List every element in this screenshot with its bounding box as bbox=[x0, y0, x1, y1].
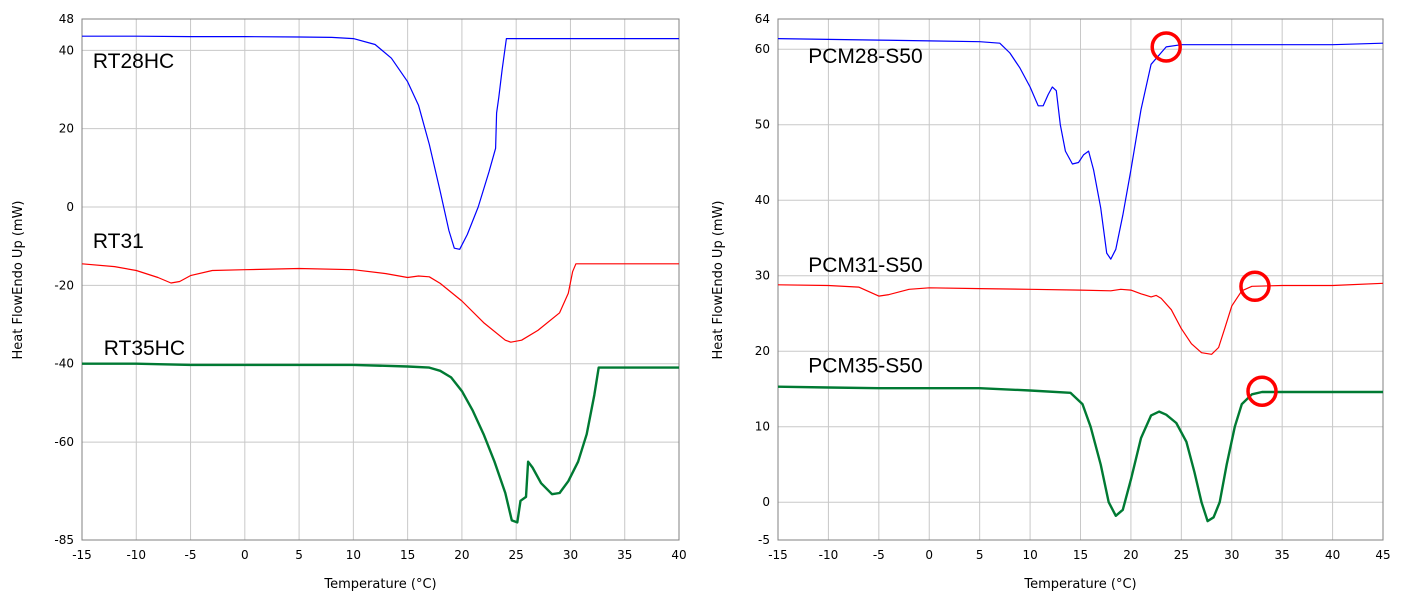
y-tick-label: 10 bbox=[755, 420, 770, 434]
y-tick-label: -5 bbox=[758, 533, 770, 547]
x-tick-label: -15 bbox=[72, 548, 92, 562]
plot-frame bbox=[81, 18, 680, 541]
x-tick-label: 10 bbox=[1022, 548, 1037, 562]
x-tick-label: 15 bbox=[1073, 548, 1088, 562]
x-tick-label: -10 bbox=[819, 548, 839, 562]
series-line-rt28hc bbox=[82, 35, 679, 250]
series-label-rt35hc: RT35HC bbox=[104, 337, 185, 360]
y-tick-label: 20 bbox=[59, 122, 74, 136]
x-tick-label: 5 bbox=[295, 548, 303, 562]
y-tick-label: -85 bbox=[54, 533, 74, 547]
y-tick-label: 20 bbox=[755, 344, 770, 358]
y-tick-label: 40 bbox=[755, 193, 770, 207]
x-tick-label: 25 bbox=[1174, 548, 1189, 562]
series-line-rt31 bbox=[81, 263, 679, 343]
x-tick-label: 20 bbox=[454, 548, 469, 562]
x-tick-label: 0 bbox=[241, 548, 249, 562]
x-tick-label: 10 bbox=[346, 548, 361, 562]
annotation-circle bbox=[1150, 31, 1182, 63]
chart-1: -15 -10 -5 0 5 10 15 20 25 30 35 40 48 40 20 0 -20 -40 -60… bbox=[11, 12, 687, 592]
series-label-rt31: RT31 bbox=[93, 230, 144, 253]
y-tick-label: -60 bbox=[54, 435, 74, 449]
x-tick-label: -5 bbox=[185, 548, 197, 562]
series-line-rt35hc bbox=[82, 362, 679, 524]
x-tick-label: 0 bbox=[925, 548, 933, 562]
x-axis-title: Temperature (°C) bbox=[1023, 577, 1136, 592]
series-line-pcm35-s50 bbox=[777, 385, 1383, 523]
plot-frame bbox=[777, 18, 1384, 541]
series-label-pcm31-s50: PCM31-S50 bbox=[808, 254, 922, 277]
series-line-pcm31-s50 bbox=[777, 282, 1384, 355]
x-tick-label: 20 bbox=[1123, 548, 1138, 562]
x-tick-label: 15 bbox=[400, 548, 415, 562]
x-tick-label: 40 bbox=[1325, 548, 1340, 562]
y-tick-label: 50 bbox=[755, 118, 770, 132]
y-tick-label: -20 bbox=[54, 278, 74, 292]
y-tick-label: 48 bbox=[59, 12, 74, 26]
y-tick-label: 0 bbox=[762, 495, 770, 509]
x-tick-label: -5 bbox=[873, 548, 885, 562]
y-tick-label: 40 bbox=[59, 43, 74, 57]
y-tick-label: 64 bbox=[755, 12, 770, 26]
x-tick-label: -15 bbox=[768, 548, 788, 562]
x-tick-label: 35 bbox=[617, 548, 632, 562]
chart-2: -15 -10 -5 0 5 10 15 20 25 30 35 40 45 64 60 50 40 30 20 10… bbox=[711, 12, 1391, 592]
x-tick-label: 40 bbox=[671, 548, 686, 562]
y-axis-title: Heat FlowEndo Up (mW) bbox=[711, 201, 726, 360]
x-tick-label: 45 bbox=[1375, 548, 1390, 562]
x-tick-label: 30 bbox=[563, 548, 578, 562]
series-label-rt28hc: RT28HC bbox=[93, 50, 174, 73]
y-tick-label: 30 bbox=[755, 269, 770, 283]
x-tick-label: 25 bbox=[509, 548, 524, 562]
x-axis-title: Temperature (°C) bbox=[323, 577, 436, 592]
x-tick-label: 35 bbox=[1275, 548, 1290, 562]
series-label-pcm35-s50: PCM35-S50 bbox=[808, 354, 922, 377]
series-label-pcm28-s50: PCM28-S50 bbox=[808, 45, 922, 68]
y-tick-label: 60 bbox=[755, 42, 770, 56]
y-tick-label: -40 bbox=[54, 357, 74, 371]
y-tick-label: 0 bbox=[66, 200, 74, 214]
plot-area bbox=[82, 19, 679, 540]
x-tick-label: -10 bbox=[126, 548, 146, 562]
annotation-circle bbox=[1246, 375, 1278, 408]
y-axis-title: Heat FlowEndo Up (mW) bbox=[11, 201, 26, 360]
x-tick-label: 5 bbox=[976, 548, 984, 562]
x-tick-label: 30 bbox=[1224, 548, 1239, 562]
annotation-circle bbox=[1239, 270, 1271, 303]
